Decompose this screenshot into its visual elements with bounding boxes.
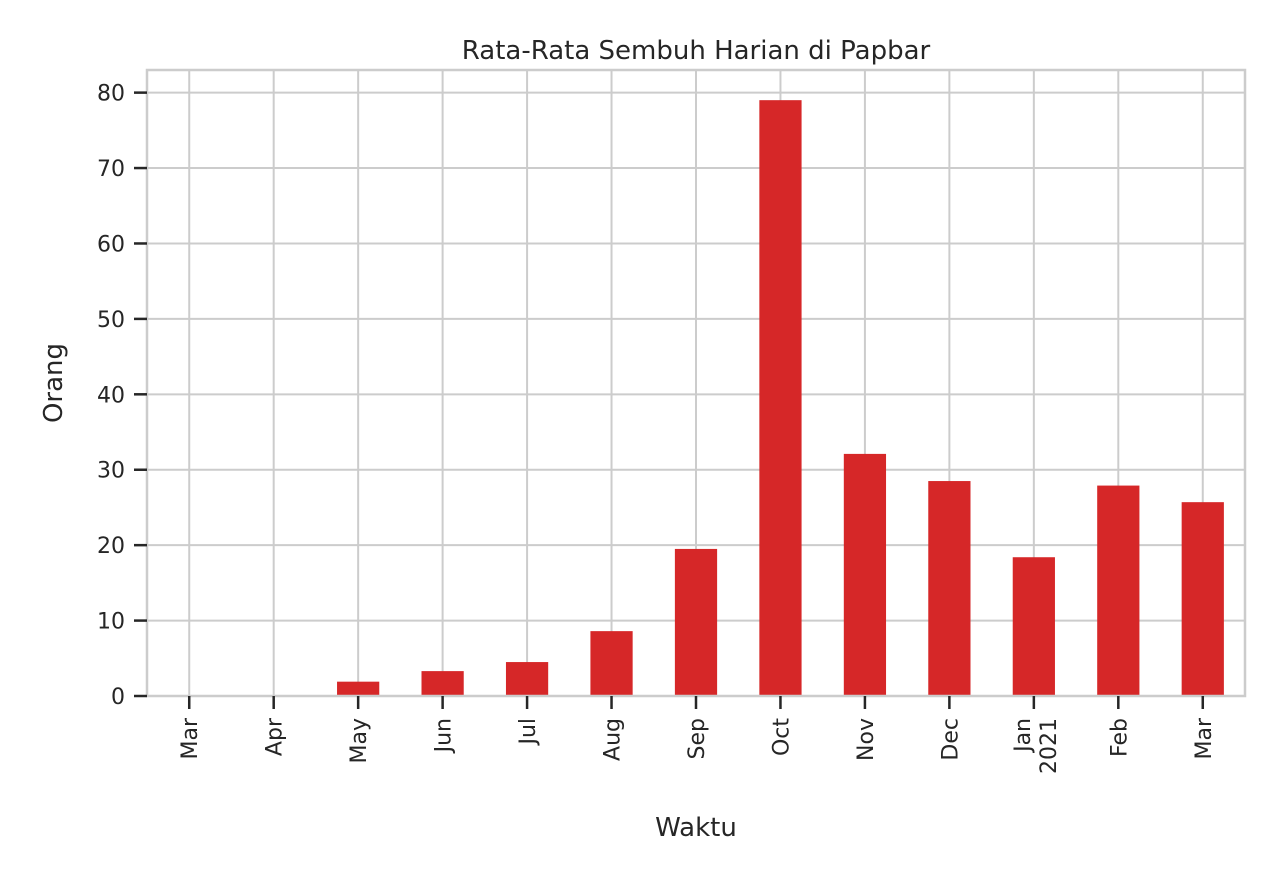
x-tick-label-group: Jul <box>516 718 541 747</box>
bar <box>674 548 718 696</box>
x-tick-label: Mar <box>1192 717 1217 759</box>
bar <box>505 662 549 696</box>
x-tick-label: Jul <box>516 718 541 747</box>
x-tick-label: Jun <box>432 718 457 754</box>
x-tick-label-group: Jun <box>432 718 457 754</box>
x-tick-label: Oct <box>769 718 794 756</box>
bar <box>759 100 802 696</box>
x-tick-label-group: Jan 2021 <box>1011 718 1062 774</box>
x-tick-label: Aug <box>601 718 626 761</box>
x-tick-label-group: Sep <box>685 718 710 759</box>
y-tick-label: 60 <box>97 232 125 257</box>
x-tick-label: Feb <box>1107 718 1132 757</box>
y-tick-label: 40 <box>97 383 125 408</box>
bar <box>1181 502 1224 696</box>
x-tick-label: Dec <box>938 718 963 761</box>
x-tick-label: Nov <box>854 718 879 761</box>
y-tick-label: 20 <box>97 534 125 559</box>
chart-title: Rata-Rata Sembuh Harian di Papbar <box>462 36 931 66</box>
x-tick-label: Mar <box>178 717 203 759</box>
x-tick-label-group: Aug <box>601 718 626 761</box>
bar <box>843 453 887 696</box>
y-tick-label: 70 <box>97 157 125 182</box>
x-tick-label-group: Dec <box>938 718 963 761</box>
y-axis-ticks: 0 10 20 30 40 50 60 70 80 <box>97 82 147 710</box>
x-tick-label-group: Oct <box>769 718 794 756</box>
x-tick-label-group: Apr <box>263 717 288 756</box>
bar <box>1012 557 1055 696</box>
bar <box>421 671 464 696</box>
bar <box>1097 485 1140 696</box>
bar <box>337 681 380 696</box>
y-tick-label: 30 <box>97 459 125 484</box>
x-tick-label-group: Mar <box>178 717 203 759</box>
y-tick-label: 50 <box>97 308 125 333</box>
bar <box>928 481 971 696</box>
x-axis-ticks: Mar Apr May Jun Jul Aug Sep Oct Nov Dec Jan 2021 Feb… <box>178 696 1217 774</box>
x-tick-label-group: Nov <box>854 718 879 761</box>
x-tick-label: May <box>347 718 372 763</box>
x-tick-sublabel: 2021 <box>1037 718 1062 774</box>
bar <box>590 631 633 696</box>
bars <box>337 100 1224 696</box>
x-axis-label: Waktu <box>655 813 737 843</box>
x-tick-label: Jan <box>1011 718 1036 754</box>
x-tick-label: Apr <box>263 717 288 756</box>
y-tick-label: 0 <box>111 685 125 710</box>
y-tick-label: 10 <box>97 610 125 635</box>
y-axis-label: Orang <box>39 343 69 423</box>
x-tick-label-group: May <box>347 718 372 763</box>
x-tick-label: Sep <box>685 718 710 759</box>
x-tick-label-group: Mar <box>1192 717 1217 759</box>
x-tick-label-group: Feb <box>1107 718 1132 757</box>
y-tick-label: 80 <box>97 82 125 107</box>
